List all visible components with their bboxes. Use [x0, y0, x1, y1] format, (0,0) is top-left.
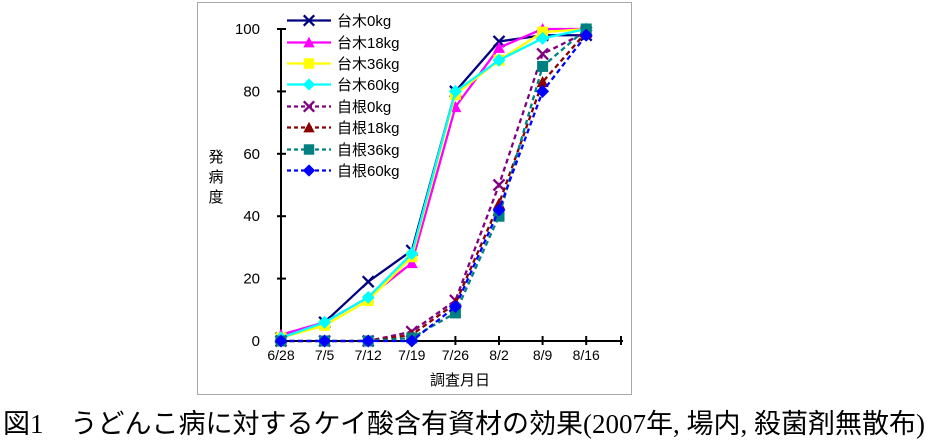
y-tick-label: 100: [235, 21, 260, 38]
legend-item: 台木18kg: [286, 31, 400, 52]
figure-caption: 図1 うどんこ病に対するケイ酸含有資材の効果(2007年, 場内, 殺菌剤無散布…: [3, 409, 925, 439]
chart-legend: 台木0kg 台木18kg 台木36kg 台木60kg 自根0kg 自根18kg 自根36kg…: [286, 10, 400, 181]
marker-diamond: [492, 203, 506, 217]
marker-triangle: [536, 76, 549, 88]
series-line-3: [280, 27, 587, 339]
marker-diamond: [318, 334, 332, 348]
legend-swatch-x-icon: [287, 100, 331, 113]
marker-triangle: [303, 121, 315, 133]
legend-item: 自根60kg: [286, 160, 400, 181]
legend-swatch-diamond-icon: [287, 164, 331, 177]
x-tick-label: 8/9: [533, 347, 553, 363]
x-tick-label: 7/5: [315, 347, 335, 363]
legend-label: 台木18kg: [337, 34, 400, 52]
marker-diamond: [302, 164, 316, 177]
marker-x: [302, 100, 316, 113]
legend-label: 自根18kg: [337, 120, 400, 138]
legend-item: 台木0kg: [286, 10, 400, 31]
y-tick-label: 0: [252, 333, 260, 350]
marker-triangle: [303, 36, 315, 47]
legend-label: 台木0kg: [337, 13, 392, 31]
marker-diamond: [448, 300, 462, 314]
y-axis-title: 発病度: [208, 149, 224, 206]
y-tick-label: 40: [243, 208, 260, 225]
marker-square: [303, 58, 315, 69]
legend-item: 自根36kg: [286, 138, 400, 159]
y-tick-label: 60: [243, 146, 260, 163]
legend-item: 自根18kg: [286, 117, 400, 138]
marker-diamond: [405, 334, 419, 348]
series-line-5: [281, 31, 588, 343]
x-tick-label: 6/28: [267, 347, 294, 363]
marker-diamond: [302, 78, 316, 92]
chart-canvas: 調査月日 0 20 40 60 80 100 6/28 7/5 7/12 7/19 7/26 8/2 8…: [235, 21, 623, 389]
legend-swatch-triangle-icon: [287, 36, 331, 47]
marker-diamond: [448, 84, 462, 98]
legend-label: 自根60kg: [337, 162, 400, 180]
x-tick-label: 8/2: [489, 347, 509, 363]
series-line-6: [281, 28, 587, 343]
legend-label: 自根36kg: [337, 141, 400, 159]
y-tick-label: 80: [243, 83, 260, 100]
marker-diamond: [536, 84, 550, 98]
marker-diamond: [361, 290, 375, 304]
legend-swatch-square-icon: [287, 58, 331, 69]
x-tick-label: 7/12: [355, 347, 382, 363]
legend-label: 台木60kg: [337, 77, 400, 95]
marker-x: [302, 14, 316, 27]
marker-diamond: [579, 28, 593, 42]
legend-item: 台木36kg: [286, 53, 400, 74]
legend-swatch-triangle-icon: [287, 121, 331, 133]
marker-square: [303, 143, 315, 155]
legend-label: 台木36kg: [337, 55, 400, 73]
x-tick-label: 7/26: [442, 347, 469, 363]
marker-diamond: [492, 53, 506, 67]
legend-label: 自根0kg: [337, 98, 392, 116]
x-tick-label: 7/19: [398, 347, 425, 363]
marker-x: [536, 47, 549, 61]
legend-swatch-x-icon: [287, 14, 331, 27]
x-axis-title: 調査月日: [430, 372, 490, 389]
marker-diamond: [318, 315, 332, 329]
marker-diamond: [536, 31, 550, 45]
marker-triangle: [493, 41, 505, 53]
marker-x: [492, 178, 506, 192]
marker-x: [361, 275, 375, 289]
x-tick-label: 8/16: [573, 347, 600, 363]
legend-item: 自根0kg: [286, 96, 400, 117]
chart-frame: 調査月日 0 20 40 60 80 100 6/28 7/5 7/12 7/19 7/26 8/2 8…: [197, 2, 632, 395]
marker-diamond: [405, 247, 419, 261]
legend-swatch-square-icon: [287, 143, 331, 155]
legend-swatch-diamond-icon: [287, 78, 331, 92]
legend-item: 台木60kg: [286, 74, 400, 95]
marker-triangle: [405, 257, 418, 269]
marker-diamond: [361, 334, 375, 348]
marker-square: [537, 60, 549, 72]
marker-diamond: [274, 334, 288, 348]
y-tick-label: 20: [243, 271, 260, 288]
